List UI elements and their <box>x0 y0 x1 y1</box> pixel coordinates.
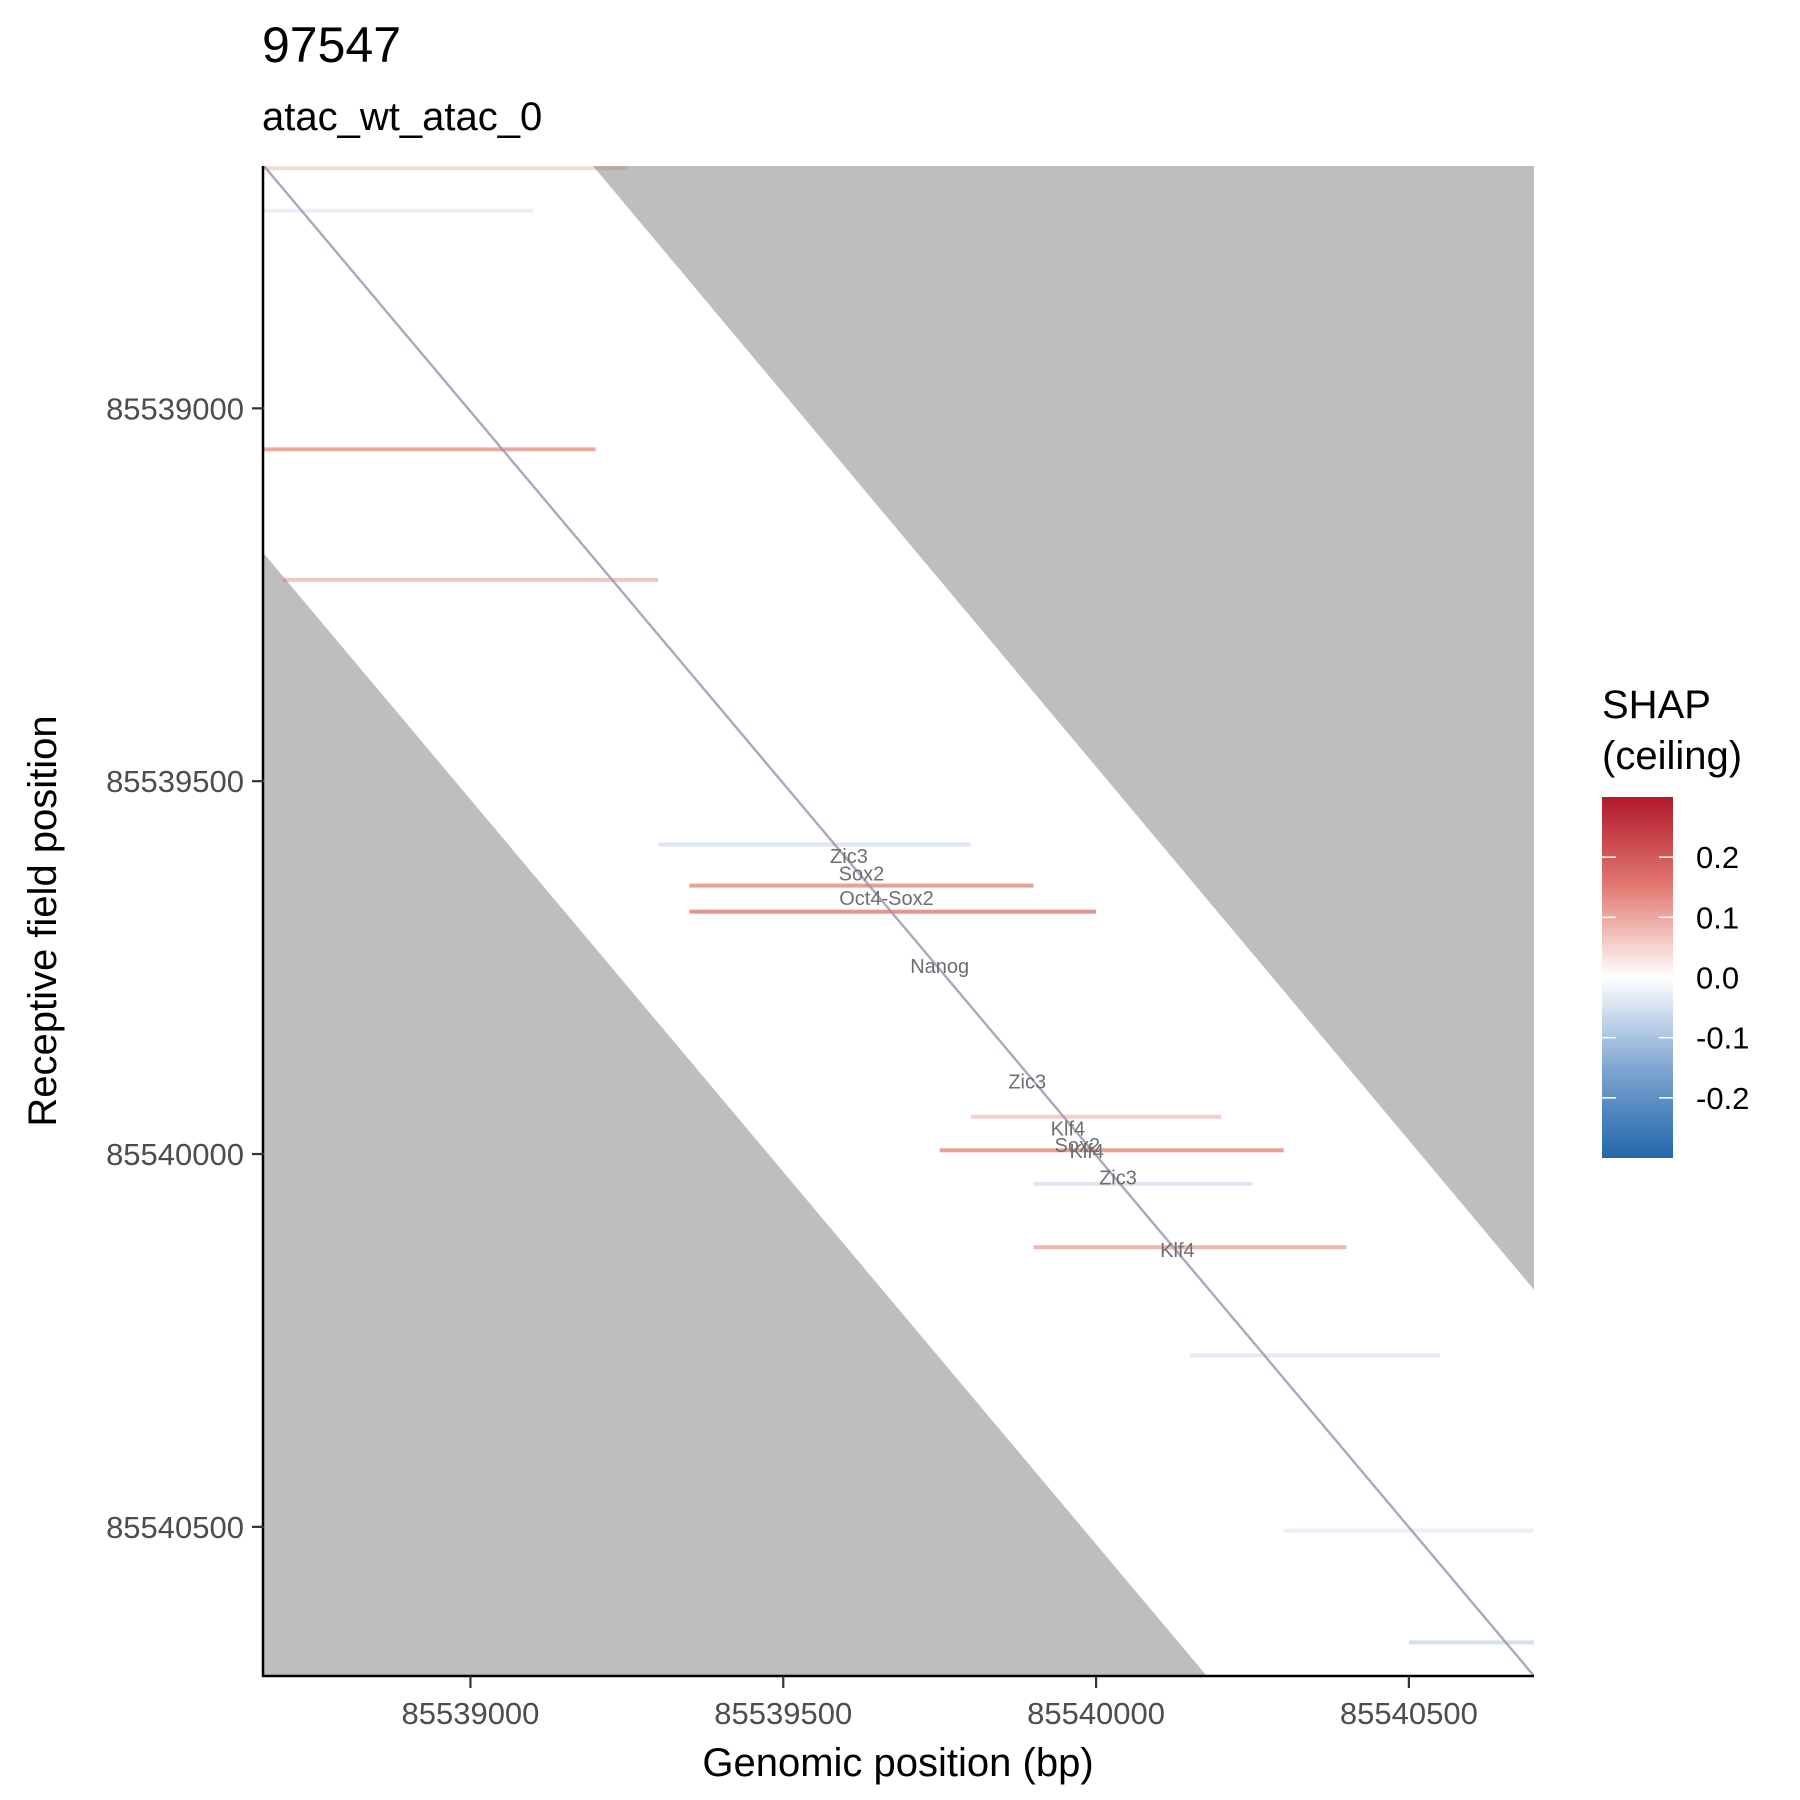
motif-label: Zic3 <box>1008 1071 1046 1093</box>
y-tick-label: 85539500 <box>106 764 244 799</box>
y-axis-title: Receptive field position <box>21 715 65 1126</box>
legend-tick-label: -0.2 <box>1696 1081 1749 1116</box>
legend-ticks: 0.2 0.1 0.0 -0.1 -0.2 <box>1602 840 1749 1116</box>
shap-row <box>1283 1528 1534 1533</box>
shap-row <box>1033 1181 1253 1186</box>
attribution-diagonal <box>264 166 1534 1676</box>
motif-label: Klf4 <box>1051 1118 1085 1140</box>
motif-label: Sox2 <box>1055 1135 1101 1157</box>
motif-label: Nanog <box>910 956 969 978</box>
shap-row <box>689 883 1034 888</box>
x-tick-label: 85539500 <box>714 1696 852 1731</box>
shap-row <box>689 909 1097 914</box>
color-legend: SHAP (ceiling) 0.2 0.1 0.0 -0.1 -0.2 <box>1602 683 1749 1158</box>
x-axis-title: Genomic position (bp) <box>702 1741 1093 1785</box>
shap-row <box>264 208 534 213</box>
shap-row <box>264 447 596 452</box>
y-tick-label: 85539000 <box>106 391 244 426</box>
shap-row <box>658 842 971 847</box>
plot-panel: Zic3Sox2Oct4-Sox2NanogZic3Klf4Sox2Klf4Zi… <box>264 166 1534 1676</box>
motif-label: Klf4 <box>1160 1240 1194 1262</box>
motif-label: Zic3 <box>1099 1168 1137 1190</box>
shap-row <box>970 1114 1222 1119</box>
motif-label: Oct4-Sox2 <box>839 888 933 910</box>
shap-row <box>282 577 659 582</box>
shap-row <box>1033 1245 1347 1250</box>
shap-row <box>939 1148 1284 1153</box>
chart-subtitle: atac_wt_atac_0 <box>262 95 542 139</box>
x-tick-label: 85539000 <box>401 1696 539 1731</box>
x-tick-label: 85540000 <box>1027 1696 1165 1731</box>
shap-highlight-rows <box>264 166 1534 1645</box>
legend-tick-label: 0.0 <box>1696 961 1739 996</box>
shap-row <box>1189 1353 1441 1358</box>
motif-label: Zic3 <box>830 846 868 868</box>
chart-title: 97547 <box>262 17 401 73</box>
shap-row <box>264 166 627 171</box>
motif-annotations: Zic3Sox2Oct4-Sox2NanogZic3Klf4Sox2Klf4Zi… <box>830 846 1195 1262</box>
y-tick-label: 85540000 <box>106 1137 244 1172</box>
shap-row <box>1408 1640 1534 1645</box>
legend-title-line-2: (ceiling) <box>1602 734 1742 778</box>
legend-title-line-1: SHAP <box>1602 683 1711 727</box>
legend-tick-label: -0.1 <box>1696 1021 1749 1056</box>
motif-label: Sox2 <box>839 863 885 885</box>
motif-label: Klf4 <box>1069 1141 1103 1163</box>
x-axis-ticks: 85539000 85539500 85540000 85540500 <box>401 1676 1478 1731</box>
legend-tick-label: 0.1 <box>1696 900 1739 935</box>
x-tick-label: 85540500 <box>1340 1696 1478 1731</box>
y-tick-label: 85540500 <box>106 1510 244 1545</box>
y-axis-ticks: 85539000 85539500 85540000 85540500 <box>106 391 264 1545</box>
legend-tick-label: 0.2 <box>1696 840 1739 875</box>
